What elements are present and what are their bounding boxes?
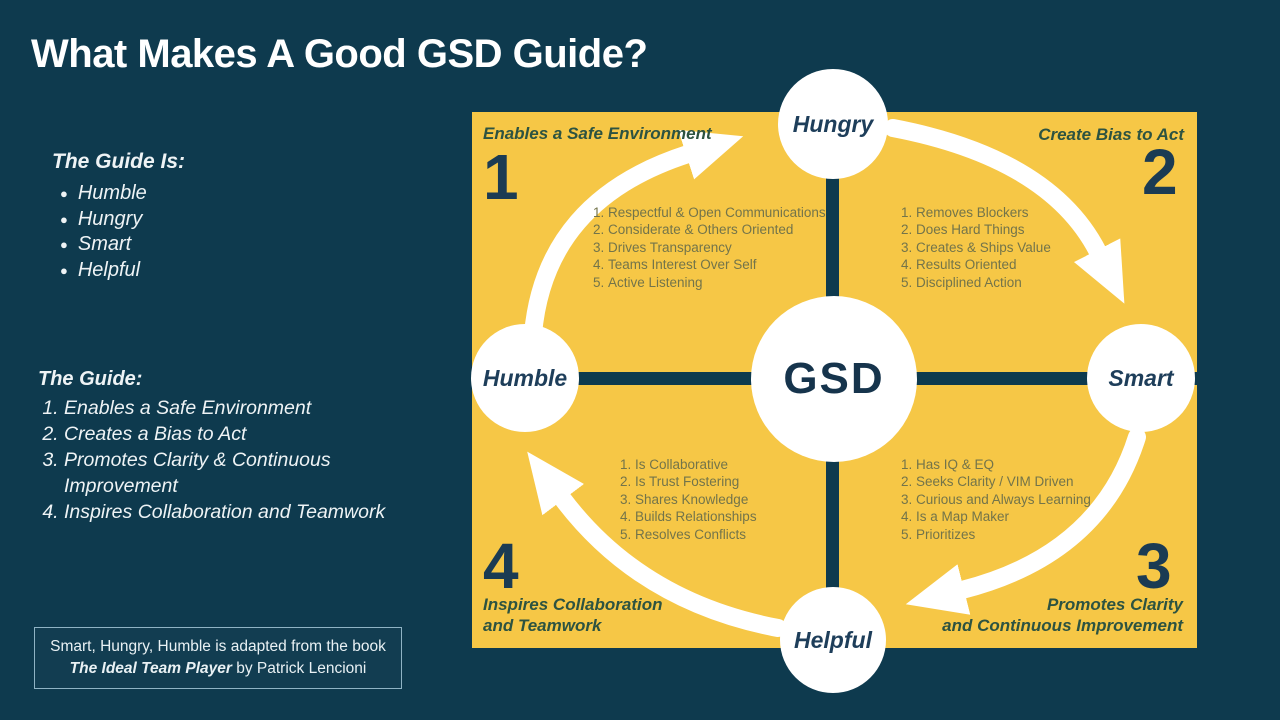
list-item: Prioritizes	[916, 526, 1091, 543]
list-item: Respectful & Open Communications	[608, 204, 826, 221]
list-item: Is a Map Maker	[916, 508, 1091, 525]
list-item: Creates & Ships Value	[916, 239, 1051, 256]
list-item: Active Listening	[608, 274, 826, 291]
list-item: Creates a Bias to Act	[64, 421, 448, 447]
guide-is-heading: The Guide Is:	[52, 150, 186, 173]
list-item: Enables a Safe Environment	[64, 395, 448, 421]
list-item: Helpful	[60, 258, 185, 284]
guide-is-section: The Guide Is: HumbleHungrySmartHelpful	[52, 150, 185, 283]
page-title: What Makes A Good GSD Guide?	[31, 32, 648, 76]
guide-numbered-list: Enables a Safe EnvironmentCreates a Bias…	[38, 395, 448, 525]
list-item: Hungry	[60, 207, 185, 233]
list-item: Teams Interest Over Self	[608, 256, 826, 273]
guide-numbered-section: The Guide: Enables a Safe EnvironmentCre…	[38, 368, 448, 525]
list-item: Humble	[60, 181, 185, 207]
corner-number-2: 2	[1142, 136, 1178, 208]
corner-number-1: 1	[483, 141, 519, 213]
list-item: Resolves Conflicts	[635, 526, 757, 543]
list-item: Disciplined Action	[916, 274, 1051, 291]
node-hungry: Hungry	[778, 69, 888, 179]
corner-label-top-left: Enables a Safe Environment	[483, 124, 712, 143]
list-item: Drives Transparency	[608, 239, 826, 256]
corner-number-3: 3	[1136, 530, 1172, 602]
quadrant-list-bottom-right: Has IQ & EQSeeks Clarity / VIM DrivenCur…	[893, 456, 1091, 543]
list-item: Considerate & Others Oriented	[608, 221, 826, 238]
quadrant-list-top-right: Removes BlockersDoes Hard ThingsCreates …	[893, 204, 1051, 291]
list-item: Smart	[60, 232, 185, 258]
list-item: Removes Blockers	[916, 204, 1051, 221]
list-item: Builds Relationships	[635, 508, 757, 525]
attribution-book-title: The Ideal Team Player	[69, 660, 232, 677]
node-smart: Smart	[1087, 324, 1195, 432]
list-item: Has IQ & EQ	[916, 456, 1091, 473]
quadrant-list-bottom-left: Is CollaborativeIs Trust FosteringShares…	[612, 456, 757, 543]
list-item: Shares Knowledge	[635, 491, 757, 508]
attribution-box: Smart, Hungry, Humble is adapted from th…	[34, 627, 402, 689]
list-item: Results Oriented	[916, 256, 1051, 273]
node-humble: Humble	[471, 324, 579, 432]
list-item: Is Trust Fostering	[635, 473, 757, 490]
corner-label-bottom-left: Inspires Collaboration and Teamwork	[483, 595, 663, 635]
guide-is-list: HumbleHungrySmartHelpful	[52, 181, 185, 283]
attribution-byline: by Patrick Lencioni	[231, 660, 367, 677]
quadrant-list-top-left: Respectful & Open CommunicationsConsider…	[585, 204, 826, 291]
list-item: Is Collaborative	[635, 456, 757, 473]
corner-label-bottom-right: Promotes Clarity and Continuous Improvem…	[942, 595, 1183, 635]
list-item: Does Hard Things	[916, 221, 1051, 238]
list-item: Seeks Clarity / VIM Driven	[916, 473, 1091, 490]
guide-numbered-heading: The Guide:	[38, 368, 143, 390]
corner-number-4: 4	[483, 530, 519, 602]
node-helpful: Helpful	[780, 587, 886, 693]
list-item: Curious and Always Learning	[916, 491, 1091, 508]
list-item: Inspires Collaboration and Teamwork	[64, 499, 448, 525]
attribution-line1: Smart, Hungry, Humble is adapted from th…	[50, 638, 386, 655]
list-item: Promotes Clarity & Continuous Improvemen…	[64, 447, 448, 499]
node-gsd-center: GSD	[751, 296, 917, 462]
corner-label-top-right: Create Bias to Act	[1038, 125, 1184, 144]
